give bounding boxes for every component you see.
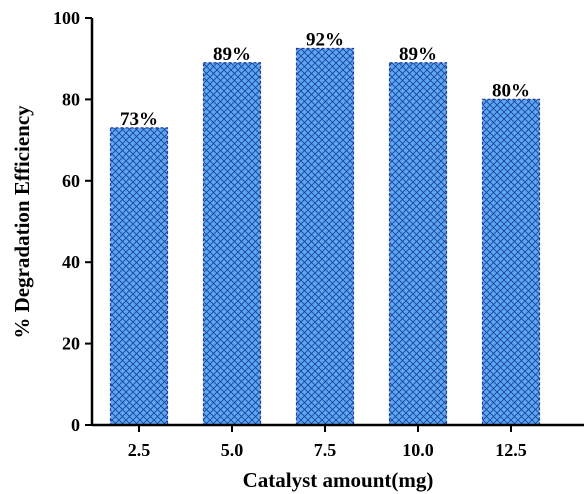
x-axis-title: Catalyst amount(mg) <box>243 468 434 492</box>
x-tick-label-7.5: 7.5 <box>314 440 337 460</box>
x-tick-label-5.0: 5.0 <box>221 440 244 460</box>
x-ticks-group: 2.5 5.0 7.5 10.0 12.5 <box>128 425 527 460</box>
y-ticks-group: 0 20 40 60 80 100 <box>53 8 92 435</box>
x-tick-label-2.5: 2.5 <box>128 440 151 460</box>
y-tick-label-20: 20 <box>62 334 80 354</box>
bars-group <box>109 47 541 426</box>
bar-5.0 <box>202 62 262 426</box>
y-axis-title: % Degradation Efficiency <box>10 105 34 339</box>
x-tick-label-10.0: 10.0 <box>402 440 434 460</box>
bar-10.0 <box>388 62 448 426</box>
y-tick-label-80: 80 <box>62 89 80 109</box>
bar-7.5 <box>295 47 355 426</box>
y-tick-label-100: 100 <box>53 8 80 28</box>
data-label-2.5: 73% <box>120 109 158 130</box>
bar-12.5 <box>481 98 541 426</box>
data-label-5.0: 89% <box>213 44 251 65</box>
y-tick-label-0: 0 <box>71 415 80 435</box>
data-label-10.0: 89% <box>399 44 437 65</box>
data-label-12.5: 80% <box>492 80 530 101</box>
data-label-7.5: 92% <box>306 30 344 51</box>
y-tick-label-60: 60 <box>62 171 80 191</box>
data-labels-group: 73% 89% 92% 89% 80% <box>120 30 530 130</box>
y-tick-label-40: 40 <box>62 252 80 272</box>
bar-2.5 <box>109 127 169 426</box>
x-tick-label-12.5: 12.5 <box>495 440 527 460</box>
